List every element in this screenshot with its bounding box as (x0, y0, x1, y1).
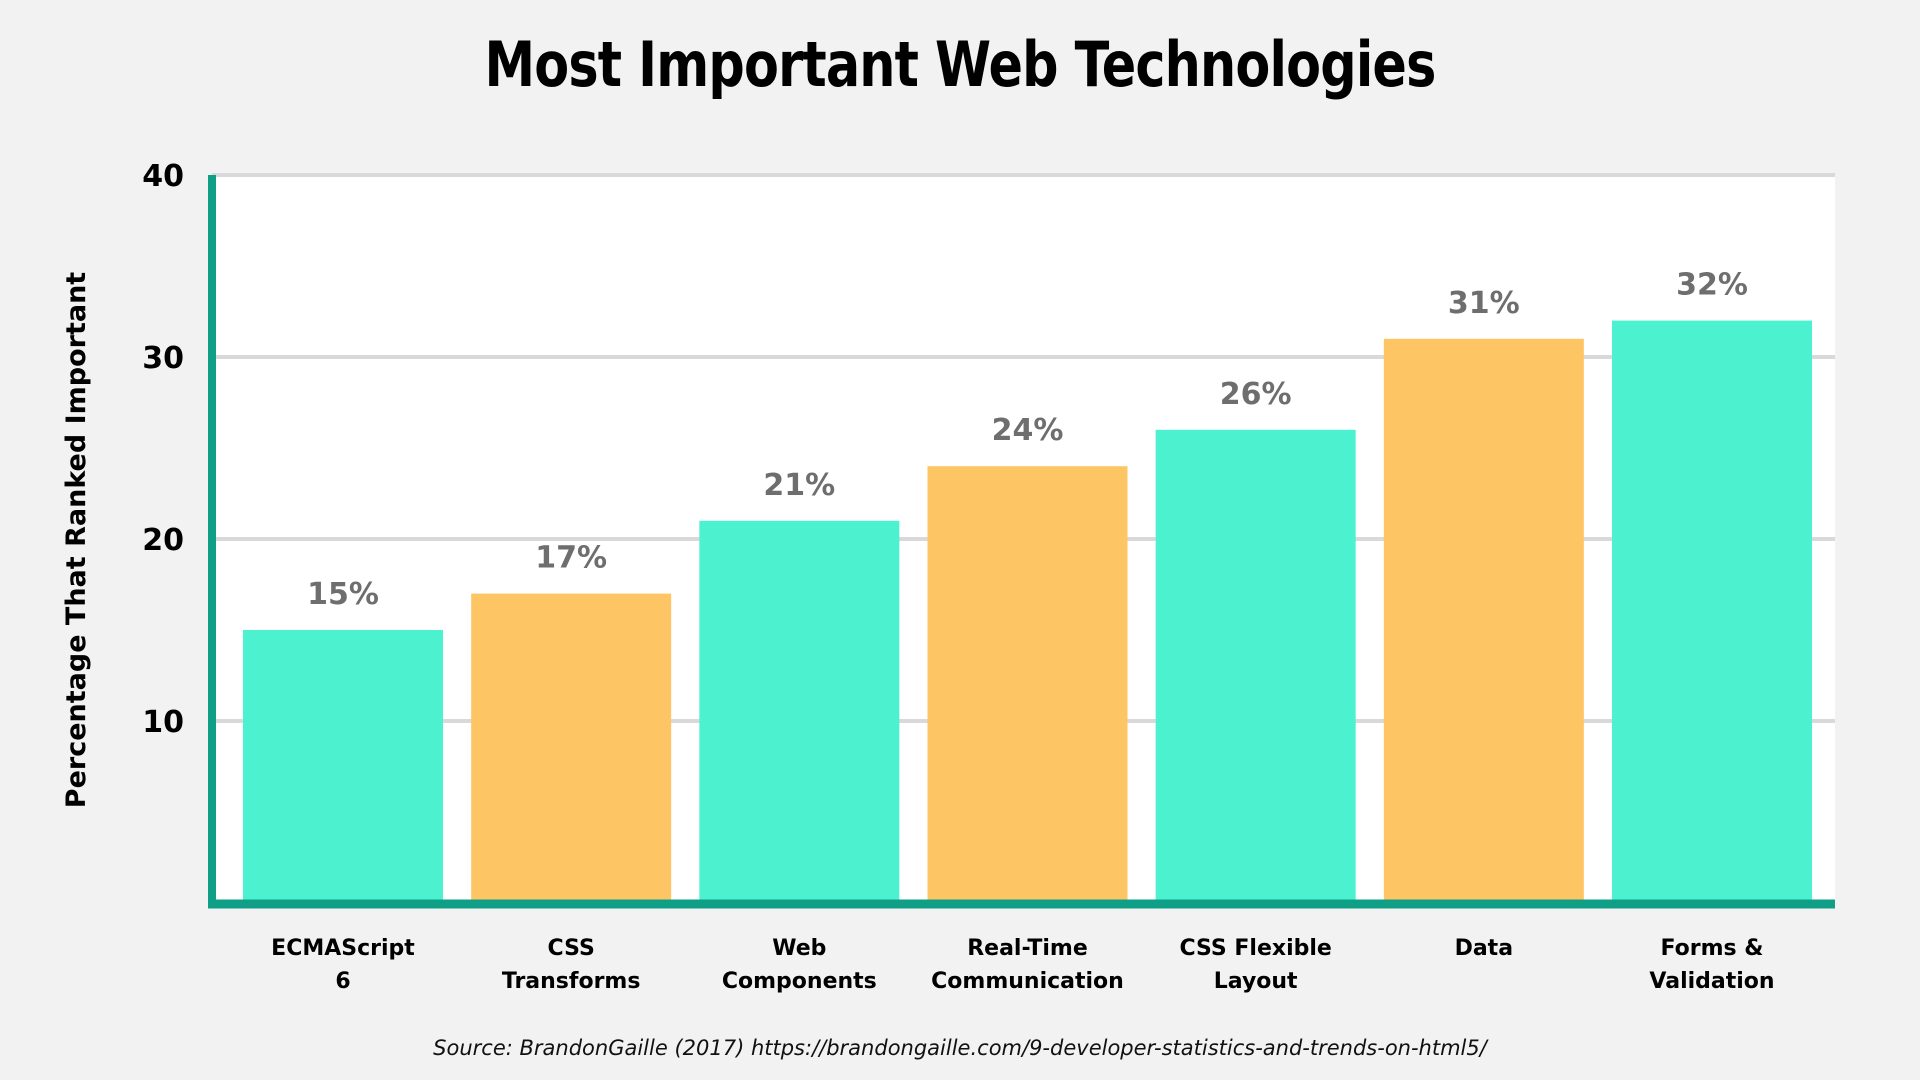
x-tick-label: Web (772, 936, 826, 961)
data-label: 17% (535, 541, 607, 576)
y-tick-label: 20 (142, 523, 184, 558)
chart-source: Source: BrandonGaille (2017) https://bra… (433, 1036, 1487, 1060)
bar (1155, 429, 1356, 903)
x-tick-label: ECMAScript (271, 936, 415, 961)
y-tick-label: 10 (142, 705, 184, 740)
x-tick-label: Layout (1214, 969, 1298, 994)
x-tick-label: Communication (931, 969, 1124, 994)
bar (1383, 338, 1584, 903)
data-label: 26% (1220, 377, 1292, 412)
data-label: 24% (992, 413, 1064, 448)
y-axis-title: Percentage That Ranked Important (61, 272, 92, 809)
x-tick-label: Transforms (502, 969, 641, 994)
y-tick-label: 40 (142, 159, 184, 194)
data-label: 21% (763, 468, 835, 503)
x-tick-label: 6 (335, 969, 350, 994)
x-tick-label: Data (1455, 936, 1513, 961)
bar (1612, 320, 1812, 904)
data-label: 32% (1676, 268, 1748, 303)
x-tick-label: CSS Flexible (1179, 936, 1331, 961)
x-tick-label: Real-Time (967, 936, 1088, 961)
data-label: 15% (307, 577, 379, 612)
x-tick-label: Components (722, 969, 877, 994)
x-tick-label: CSS (548, 936, 595, 961)
bar (471, 593, 672, 903)
chart-title: Most Important Web Technologies (484, 28, 1436, 101)
x-tick-label: Forms & (1661, 936, 1764, 961)
bar (699, 520, 900, 903)
x-tick-label: Validation (1649, 969, 1774, 994)
bar (243, 630, 443, 903)
data-label: 31% (1448, 286, 1520, 321)
y-tick-label: 30 (142, 341, 184, 376)
bar (927, 466, 1128, 903)
